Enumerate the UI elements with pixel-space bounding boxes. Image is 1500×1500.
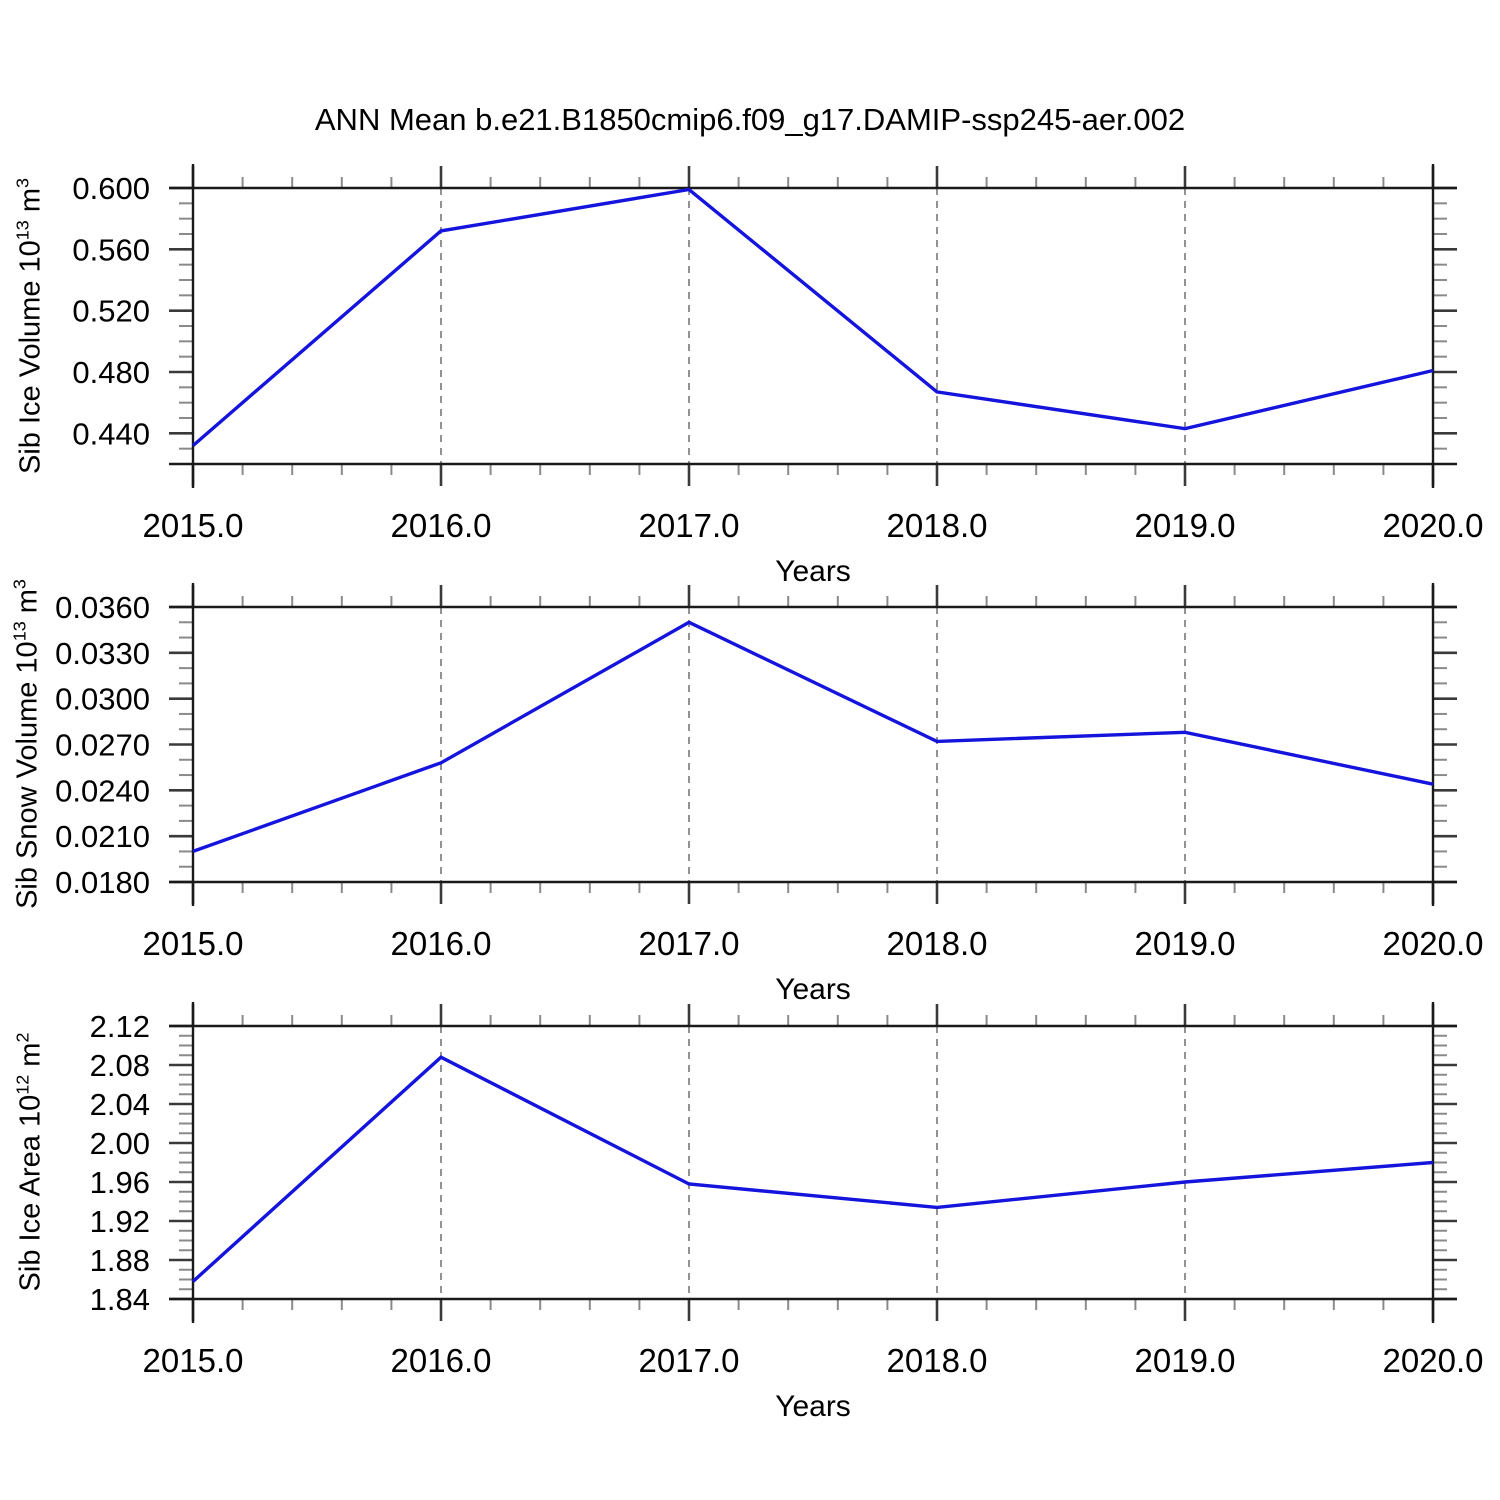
panel-sib-ice-volume: 0.600 0.560 0.520 0.480 0.440 2015.0 2016.0 201… bbox=[72, 164, 1483, 588]
panel-sib-snow-volume: 0.0360 0.0330 0.0300 0.0270 0.0240 0.0210 0.01… bbox=[55, 583, 1483, 1006]
y-tick-label: 0.0360 bbox=[55, 590, 150, 625]
x-tick-label: 2015.0 bbox=[143, 507, 244, 544]
y-tick-label: 0.0330 bbox=[55, 636, 150, 671]
x-tick-label: 2020.0 bbox=[1383, 925, 1484, 962]
x-tick-label: 2016.0 bbox=[391, 1342, 492, 1379]
y-tick-label: 1.88 bbox=[90, 1243, 150, 1278]
y-tick-label: 0.0240 bbox=[55, 773, 150, 808]
y-tick-label: 0.600 bbox=[72, 171, 150, 206]
x-tick-label: 2018.0 bbox=[887, 925, 988, 962]
x-tick-label: 2018.0 bbox=[887, 507, 988, 544]
data-line bbox=[192, 620, 1434, 854]
x-tick-label: 2016.0 bbox=[391, 507, 492, 544]
x-tick-label: 2019.0 bbox=[1135, 507, 1236, 544]
x-axis-title: Years bbox=[775, 973, 851, 1006]
y-tick-label: 0.0180 bbox=[55, 865, 150, 900]
x-tick-label: 2020.0 bbox=[1383, 507, 1484, 544]
y-tick-label: 1.84 bbox=[90, 1282, 150, 1317]
x-axis-title: Years bbox=[775, 555, 851, 588]
data-line bbox=[191, 187, 1434, 447]
x-axis-title: Years bbox=[775, 1390, 851, 1423]
x-tick-label: 2015.0 bbox=[143, 1342, 244, 1379]
x-tick-label: 2020.0 bbox=[1383, 1342, 1484, 1379]
x-tick-label: 2018.0 bbox=[887, 1342, 988, 1379]
y-tick-label: 0.0210 bbox=[55, 819, 150, 854]
x-tick-label: 2017.0 bbox=[639, 925, 740, 962]
x-tick-label: 2019.0 bbox=[1135, 1342, 1236, 1379]
y-tick-label: 0.440 bbox=[72, 416, 150, 451]
x-tick-label: 2017.0 bbox=[639, 507, 740, 544]
y-tick-label: 1.96 bbox=[90, 1165, 150, 1200]
y-tick-label: 0.0300 bbox=[55, 682, 150, 717]
panel-sib-ice-area: 2.12 2.08 2.04 2.00 1.96 1.92 1.88 1.84 2015.0 20… bbox=[90, 1002, 1484, 1423]
chart-title: ANN Mean b.e21.B1850cmip6.f09_g17.DAMIP-… bbox=[314, 102, 1186, 137]
y-tick-label: 0.560 bbox=[72, 232, 150, 267]
y-tick-label: 2.08 bbox=[90, 1048, 150, 1083]
y-tick-label: 1.92 bbox=[90, 1204, 150, 1239]
x-tick-label: 2016.0 bbox=[391, 925, 492, 962]
y-tick-label: 2.00 bbox=[90, 1126, 150, 1161]
x-tick-label: 2015.0 bbox=[143, 925, 244, 962]
y-tick-label: 2.04 bbox=[90, 1087, 150, 1122]
y-tick-label: 0.520 bbox=[72, 294, 150, 329]
x-tick-label: 2019.0 bbox=[1135, 925, 1236, 962]
data-line bbox=[191, 1055, 1434, 1283]
y-tick-label: 2.12 bbox=[90, 1009, 150, 1044]
y-tick-label: 0.0270 bbox=[55, 728, 150, 763]
x-tick-label: 2017.0 bbox=[639, 1342, 740, 1379]
y-tick-label: 0.480 bbox=[72, 355, 150, 390]
